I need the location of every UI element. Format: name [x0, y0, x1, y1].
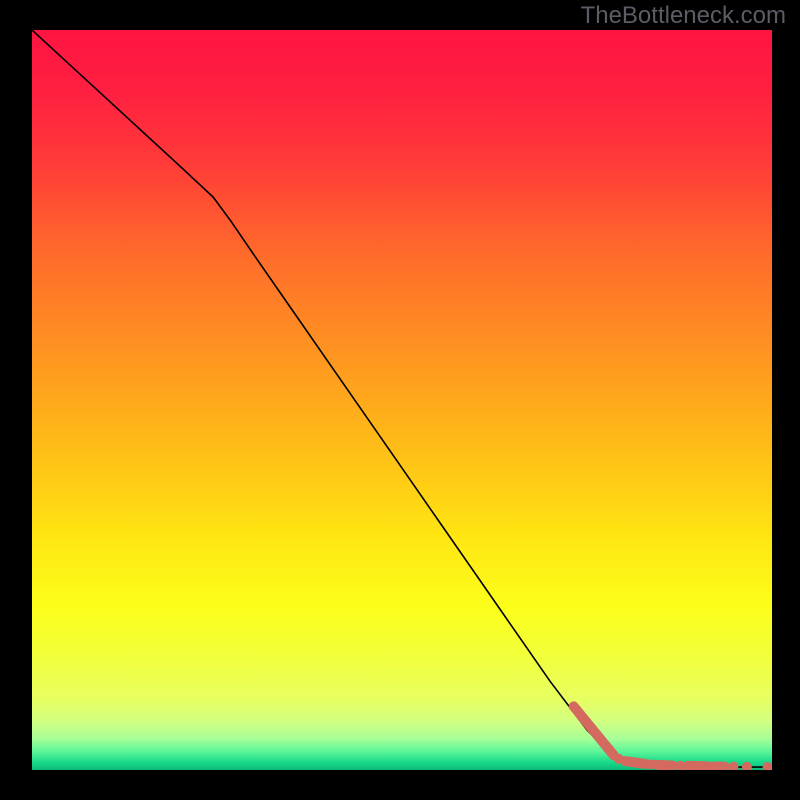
- marker-dot: [614, 754, 624, 764]
- series-layer: [32, 30, 772, 770]
- plot-area: [32, 30, 772, 770]
- marker-dot: [647, 759, 657, 769]
- marker-segment: [574, 706, 614, 755]
- chart-stage: TheBottleneck.com: [0, 0, 800, 800]
- marker-dot: [742, 762, 752, 770]
- bottleneck-curve: [32, 30, 772, 767]
- marker-dot: [763, 762, 772, 770]
- marker-dot: [675, 761, 685, 770]
- marker-segment: [658, 765, 673, 766]
- marker-overlay: [574, 706, 772, 770]
- marker-dot: [729, 762, 739, 770]
- marker-segment: [625, 761, 646, 764]
- watermark-text: TheBottleneck.com: [581, 2, 786, 30]
